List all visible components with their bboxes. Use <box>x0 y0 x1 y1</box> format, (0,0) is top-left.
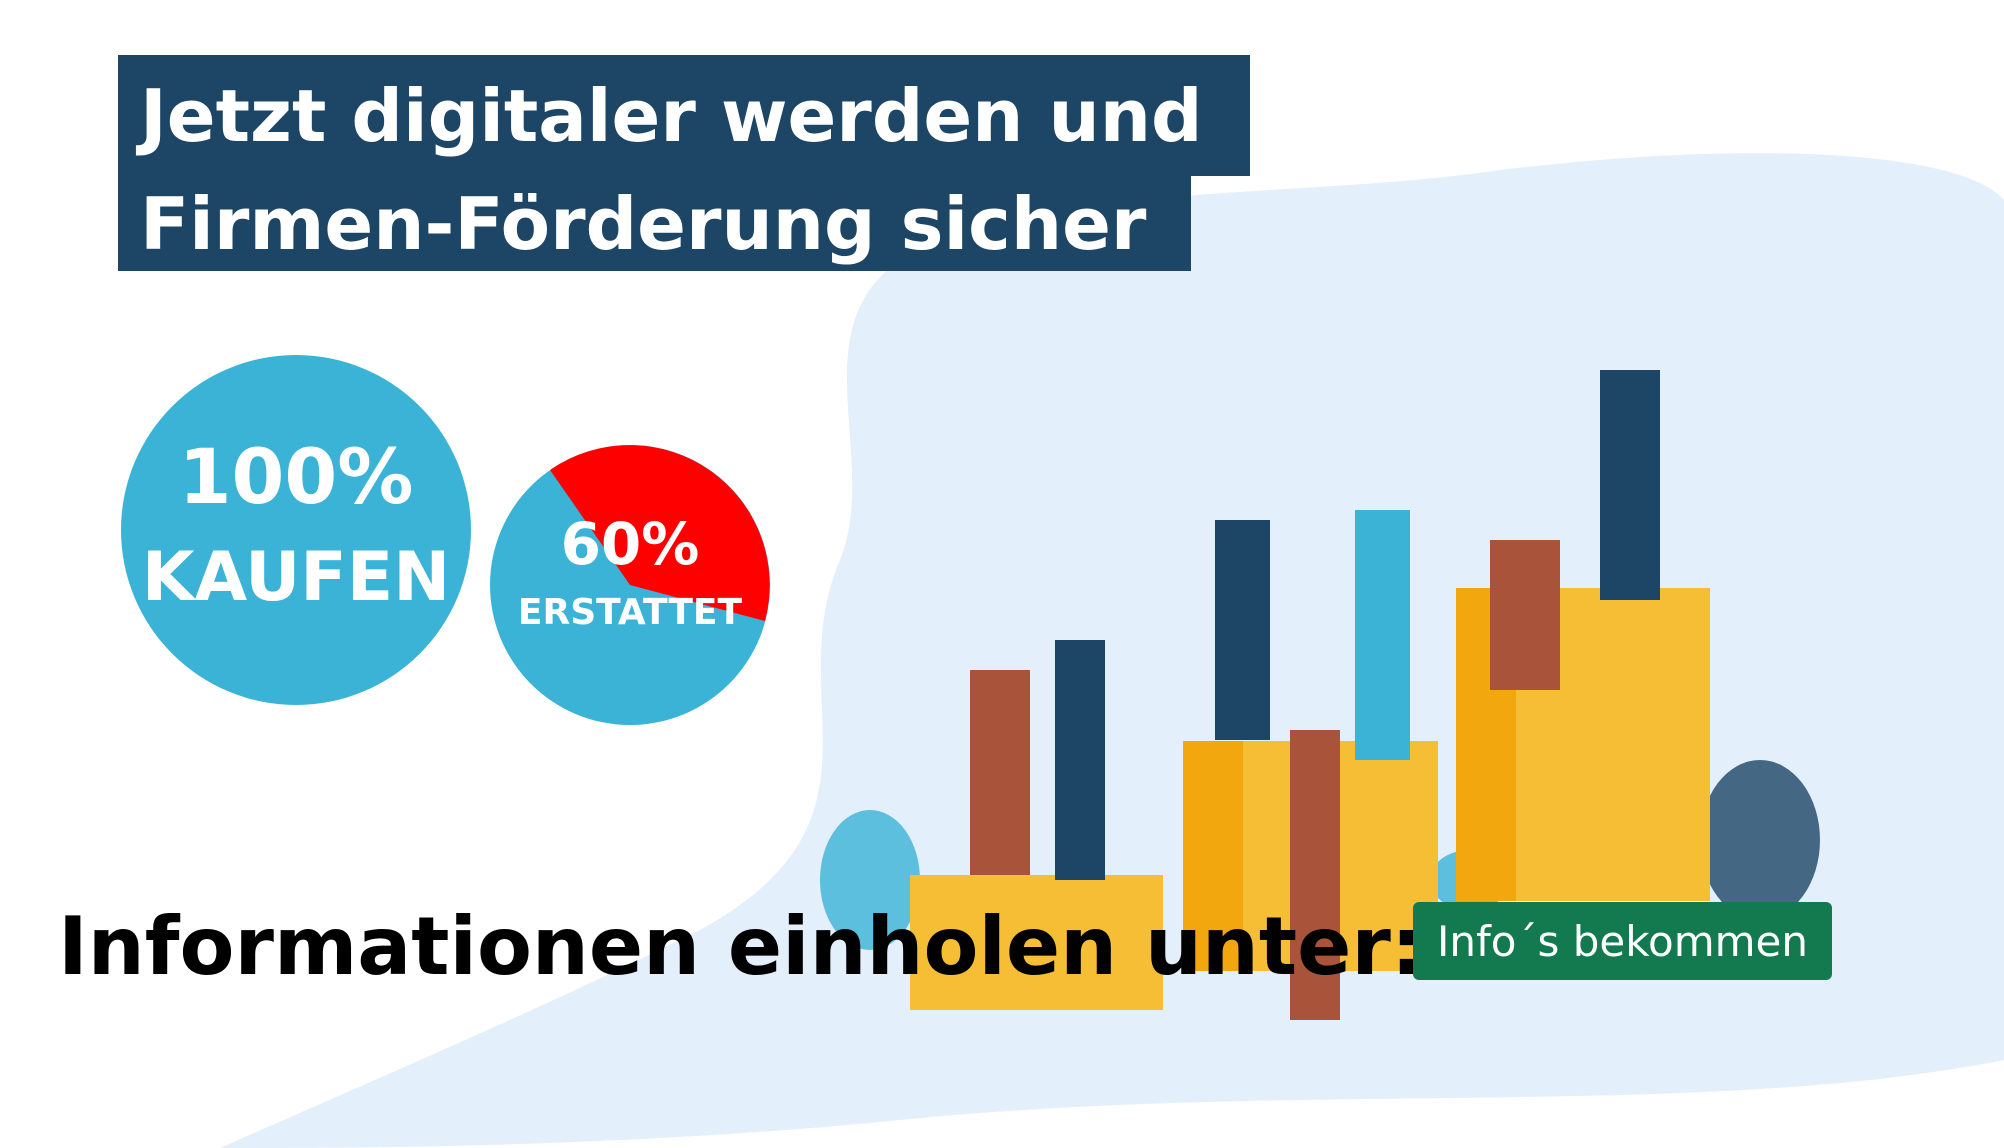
title-line: Firmen-Förderung sicher <box>118 176 1191 271</box>
info-button[interactable]: Info´s bekommen <box>1413 902 1832 980</box>
people <box>970 370 1660 1020</box>
refund-value: 60% <box>560 510 700 578</box>
buy-badge <box>121 355 471 705</box>
refund-label: ERSTATTET <box>517 592 743 633</box>
title-line: Jetzt digitaler werden und <box>118 55 1250 176</box>
info-text: Informationen einholen unter: <box>58 900 1423 993</box>
buy-value: 100% <box>178 432 414 521</box>
buy-label: KAUFEN <box>141 538 451 617</box>
refund-slice <box>550 445 770 621</box>
